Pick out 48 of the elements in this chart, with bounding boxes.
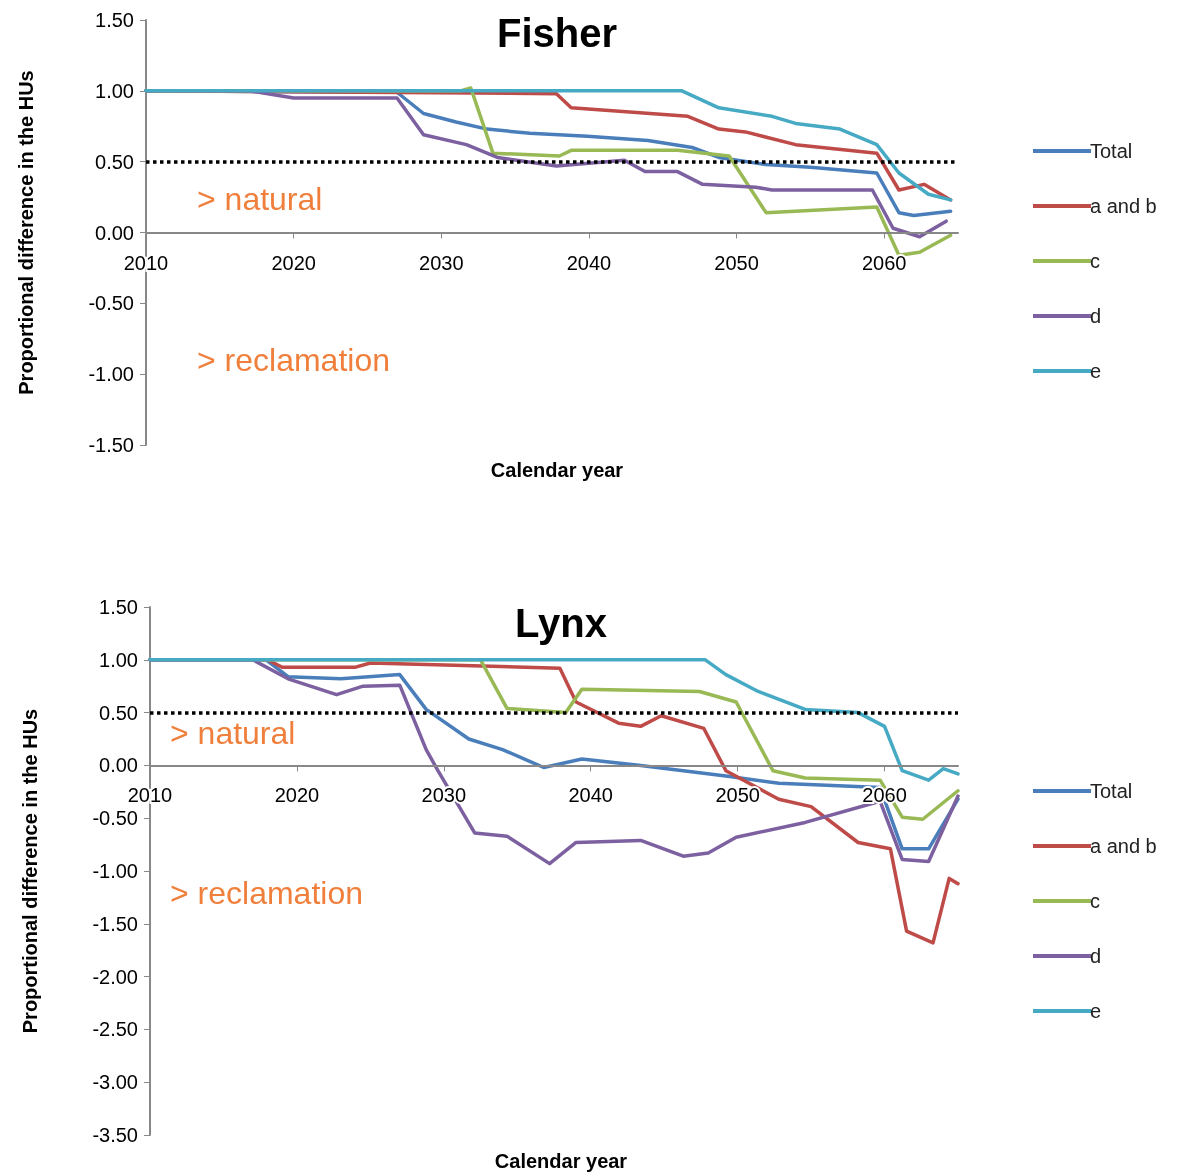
legend-label: e [1090, 1000, 1102, 1022]
x-tick-label: 2060 [861, 251, 907, 274]
y-tick-label: 0.00 [95, 221, 134, 244]
legend-label: a and b [1090, 195, 1157, 217]
y-tick-label: -3.50 [92, 1124, 138, 1146]
annotation: > natural [197, 181, 323, 217]
annotation: > reclamation [197, 342, 390, 378]
y-tick-label: -3.00 [92, 1071, 138, 1094]
x-tick-label: 2010 [127, 784, 173, 807]
x-tick-label: 2030 [419, 251, 464, 274]
y-tick-label: 0.00 [99, 754, 138, 777]
legend-label: d [1090, 305, 1102, 327]
x-tick-label: 2040 [566, 251, 612, 274]
y-tick-label: 1.50 [99, 596, 138, 618]
y-tick-label: -2.00 [92, 965, 138, 988]
y-tick-label: 0.50 [95, 150, 134, 173]
x-tick-label: 2040 [568, 784, 613, 807]
y-tick-label: -1.00 [88, 363, 134, 386]
y-axis-title: Proportional difference in the HUs [15, 70, 37, 395]
legend-label: e [1090, 360, 1102, 382]
annotation: > natural [170, 715, 296, 751]
y-tick-label: -2.50 [92, 1018, 138, 1041]
y-tick-label: 1.50 [95, 9, 134, 31]
x-tick-label: 2050 [714, 251, 759, 274]
y-tick-label: -0.50 [92, 807, 138, 830]
x-axis-title: Calendar year [494, 1150, 628, 1172]
x-tick-label: 2020 [271, 251, 316, 274]
x-tick-label: 2010 [123, 251, 169, 274]
y-tick-label: -1.50 [92, 912, 138, 935]
y-tick-label: 1.00 [99, 648, 138, 671]
x-axis-title: Calendar year [490, 459, 624, 481]
x-tick-label: 2050 [715, 784, 760, 807]
chart-title: Fisher [496, 11, 618, 55]
y-axis-title: Proportional difference in the HUs [19, 708, 41, 1034]
x-tick-label: 2020 [274, 784, 320, 807]
y-tick-label: 0.50 [99, 701, 138, 724]
chart-title: Lynx [515, 601, 607, 645]
legend-label: a and b [1090, 835, 1157, 857]
y-tick-label: -1.00 [92, 860, 138, 882]
legend-label: c [1090, 250, 1100, 272]
legend-label: c [1090, 890, 1100, 912]
y-tick-label: -0.50 [88, 292, 134, 315]
annotation: > reclamation [170, 875, 363, 911]
legend-label: d [1090, 945, 1102, 967]
legend-label: Total [1090, 140, 1133, 162]
y-tick-label: -1.50 [88, 434, 134, 456]
y-tick-label: 1.00 [95, 79, 134, 102]
legend-label: Total [1090, 780, 1133, 802]
